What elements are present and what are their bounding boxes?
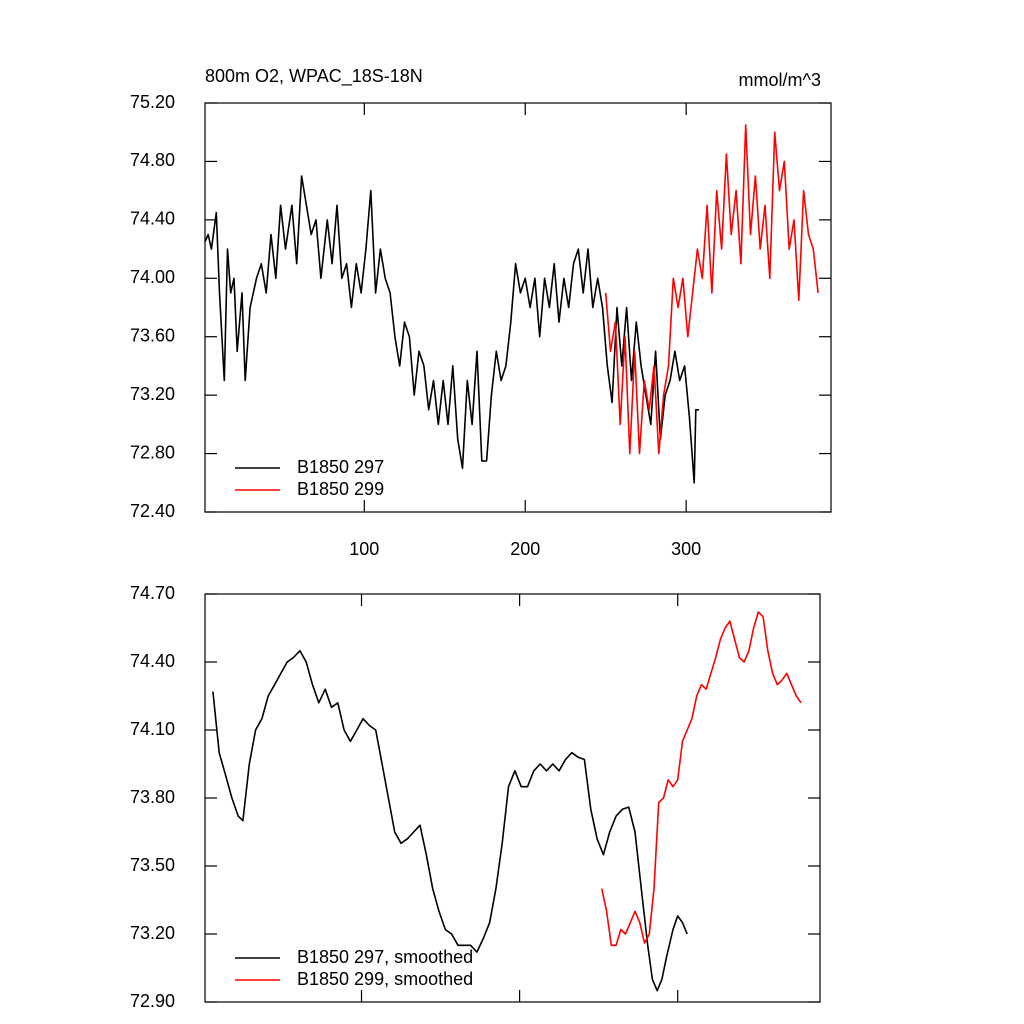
y-tick-label: 73.20 bbox=[130, 384, 175, 404]
x-tick-label: 200 bbox=[510, 539, 540, 559]
data-line bbox=[204, 175, 699, 484]
data-line bbox=[601, 611, 802, 947]
y-tick-label: 73.80 bbox=[130, 787, 175, 807]
y-tick-label: 74.40 bbox=[130, 651, 175, 671]
x-tick-label: 300 bbox=[671, 539, 701, 559]
y-tick-label: 73.20 bbox=[130, 923, 175, 943]
y-tick-label: 72.80 bbox=[130, 442, 175, 462]
plot-frame bbox=[204, 593, 821, 1003]
x-tick-label: 100 bbox=[349, 539, 379, 559]
legend-label: B1850 297 bbox=[297, 457, 384, 477]
y-tick-label: 74.00 bbox=[130, 267, 175, 287]
y-tick-label: 75.20 bbox=[130, 92, 175, 112]
data-line bbox=[604, 124, 819, 455]
legend-label: B1850 297, smoothed bbox=[297, 947, 473, 967]
y-tick-label: 74.10 bbox=[130, 719, 175, 739]
data-line bbox=[212, 649, 688, 992]
y-tick-label: 74.80 bbox=[130, 150, 175, 170]
y-tick-label: 72.90 bbox=[130, 991, 175, 1011]
chart-title: 800m O2, WPAC_18S-18N bbox=[205, 66, 423, 87]
legend-label: B1850 299, smoothed bbox=[297, 969, 473, 989]
y-tick-label: 73.60 bbox=[130, 325, 175, 345]
y-tick-label: 72.40 bbox=[130, 501, 175, 521]
y-tick-label: 73.50 bbox=[130, 855, 175, 875]
y-tick-label: 74.40 bbox=[130, 209, 175, 229]
y-tick-label: 74.70 bbox=[130, 583, 175, 603]
units-label: mmol/m^3 bbox=[739, 70, 821, 90]
legend-label: B1850 299 bbox=[297, 479, 384, 499]
plot-frame bbox=[204, 102, 832, 513]
